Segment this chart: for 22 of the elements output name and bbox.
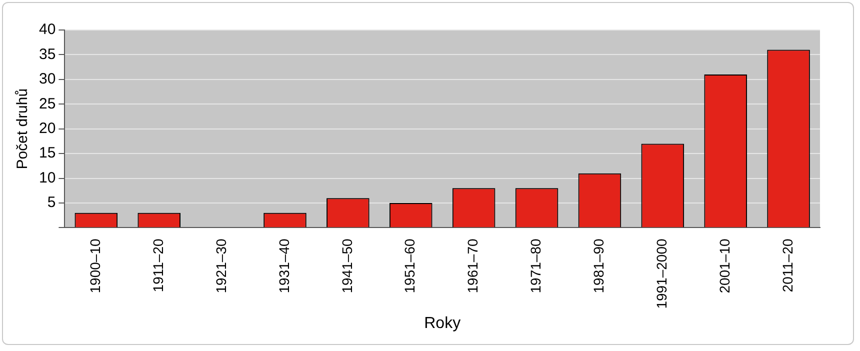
x-tick-label: 1900–10 [87,238,104,294]
y-tick-label: 30 [38,70,56,88]
x-tick-label: 1951–60 [402,238,418,294]
x-tick-label: 2001–10 [716,238,732,294]
x-tick-label: 1971–80 [528,238,544,294]
x-tick-label: 1911–20 [150,238,166,292]
x-tick-label: 1961–70 [464,238,481,294]
x-tick-label: 1991–2000 [654,238,670,309]
x-axis-title: Roky [424,314,461,332]
y-tick-label: 5 [47,194,56,212]
y-tick-label: 25 [38,95,56,112]
y-tick-label: 35 [38,46,56,63]
x-tick-label: 1921–30 [212,238,229,294]
x-tick-label: 2011–20 [779,238,796,292]
y-tick-label: 10 [38,169,56,186]
x-tick-label: 1941–50 [338,238,355,294]
y-axis-title: Počet druhů [14,88,32,170]
y-tick-label: 15 [38,144,56,162]
x-tick-label: 1931–40 [276,238,292,294]
y-tick-label: 20 [38,120,56,138]
y-tick-label: 40 [38,21,56,38]
x-tick-label: 1981–90 [590,238,607,294]
